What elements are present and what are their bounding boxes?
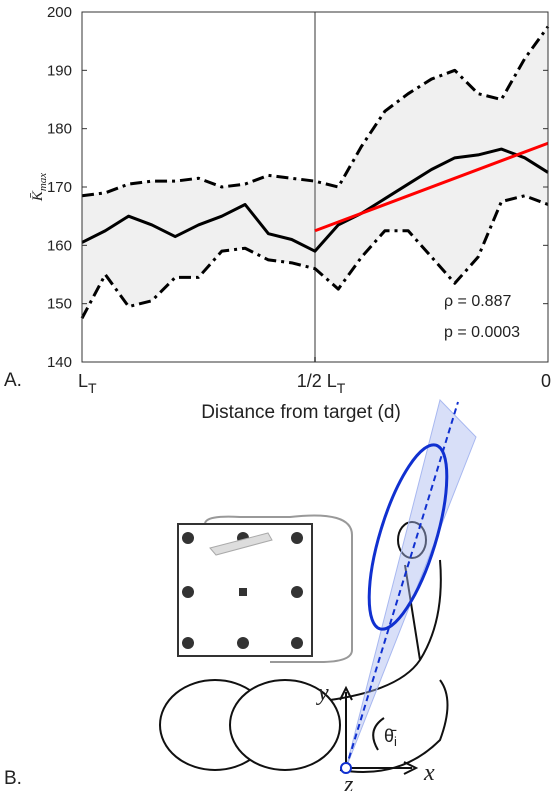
axis-label: z <box>343 772 354 791</box>
y-tick-label: 170 <box>47 179 72 196</box>
x-tick-label: 1/2 LT <box>297 371 346 396</box>
cone <box>346 400 476 768</box>
y-axis-label: K̄max <box>30 173 49 202</box>
panel-label: B. <box>4 768 22 789</box>
y-tick-label: 180 <box>47 121 72 138</box>
axis-label: y <box>316 680 329 706</box>
axis-label: x <box>423 760 435 786</box>
y-label-sub: max <box>37 173 49 191</box>
figure: 140150160170180190200LT1/2 LT0ρ = 0.887p… <box>0 0 555 791</box>
tick-text: 0 <box>541 371 551 391</box>
angle-label: θ̄i <box>384 726 397 749</box>
y-tick-label: 190 <box>47 62 72 79</box>
y-tick-label: 200 <box>47 4 72 21</box>
y-tick-label: 160 <box>47 237 72 254</box>
tick-text: 1/2 L <box>297 371 337 391</box>
panel-label: A. <box>4 370 22 391</box>
tick-sub: T <box>337 380 346 396</box>
x-tick-label: 0 <box>541 371 551 391</box>
x-tick-label: LT <box>78 371 97 396</box>
y-tick-label: 150 <box>47 296 72 313</box>
annotation: p = 0.0003 <box>444 324 520 341</box>
tick-sub: T <box>88 380 97 396</box>
y-tick-label: 140 <box>47 354 72 371</box>
annotation: ρ = 0.887 <box>444 293 511 310</box>
tick-text: L <box>78 371 88 391</box>
angle-arc <box>373 718 384 750</box>
diagram: y x z θ̄i <box>160 400 476 791</box>
x-axis-label: Distance from target (d) <box>201 402 401 423</box>
angle-sub: i <box>394 734 397 749</box>
